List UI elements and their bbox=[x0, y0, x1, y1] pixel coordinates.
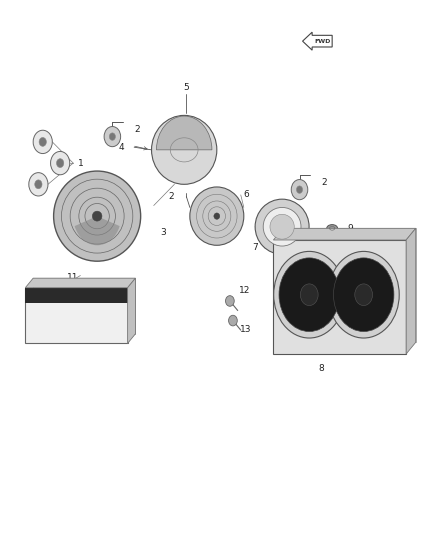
Text: 2: 2 bbox=[134, 125, 140, 134]
Circle shape bbox=[355, 284, 373, 305]
Ellipse shape bbox=[152, 115, 217, 184]
Polygon shape bbox=[406, 228, 416, 354]
Text: 2: 2 bbox=[321, 178, 327, 187]
Text: 4: 4 bbox=[119, 143, 124, 152]
Text: 10: 10 bbox=[347, 245, 359, 254]
Polygon shape bbox=[283, 228, 416, 342]
Circle shape bbox=[328, 252, 399, 338]
Text: 7: 7 bbox=[252, 244, 258, 253]
Polygon shape bbox=[25, 288, 127, 343]
Text: 13: 13 bbox=[240, 325, 251, 334]
Text: 2: 2 bbox=[169, 192, 174, 201]
Text: 1: 1 bbox=[78, 159, 83, 167]
Text: FWD: FWD bbox=[314, 39, 330, 44]
Circle shape bbox=[39, 138, 46, 147]
Circle shape bbox=[110, 133, 116, 140]
Polygon shape bbox=[127, 278, 135, 343]
FancyArrow shape bbox=[303, 32, 332, 50]
Text: 12: 12 bbox=[239, 286, 250, 295]
Circle shape bbox=[274, 252, 345, 338]
Circle shape bbox=[35, 180, 42, 189]
Text: 9: 9 bbox=[347, 224, 353, 233]
Text: 8: 8 bbox=[318, 364, 324, 373]
Text: 11: 11 bbox=[67, 272, 79, 281]
Circle shape bbox=[104, 126, 120, 147]
Circle shape bbox=[33, 130, 52, 154]
Circle shape bbox=[300, 284, 318, 305]
Ellipse shape bbox=[327, 224, 338, 232]
Ellipse shape bbox=[53, 171, 141, 261]
Ellipse shape bbox=[270, 214, 294, 239]
Ellipse shape bbox=[190, 187, 244, 245]
Text: 6: 6 bbox=[243, 190, 249, 199]
Polygon shape bbox=[33, 278, 135, 334]
Polygon shape bbox=[273, 228, 416, 240]
Ellipse shape bbox=[263, 207, 301, 246]
Circle shape bbox=[333, 258, 394, 332]
Ellipse shape bbox=[92, 211, 102, 221]
Circle shape bbox=[297, 186, 303, 193]
Circle shape bbox=[226, 296, 234, 306]
Circle shape bbox=[229, 316, 237, 326]
Circle shape bbox=[50, 151, 70, 175]
Polygon shape bbox=[25, 278, 135, 288]
Circle shape bbox=[291, 180, 308, 200]
Wedge shape bbox=[74, 216, 120, 245]
Wedge shape bbox=[156, 116, 212, 150]
Circle shape bbox=[29, 173, 48, 196]
Ellipse shape bbox=[214, 213, 220, 220]
Polygon shape bbox=[25, 288, 127, 303]
Polygon shape bbox=[273, 240, 406, 354]
Text: 5: 5 bbox=[184, 83, 189, 92]
Circle shape bbox=[279, 258, 339, 332]
Text: 3: 3 bbox=[160, 228, 166, 237]
Ellipse shape bbox=[255, 199, 309, 254]
Circle shape bbox=[57, 159, 64, 167]
